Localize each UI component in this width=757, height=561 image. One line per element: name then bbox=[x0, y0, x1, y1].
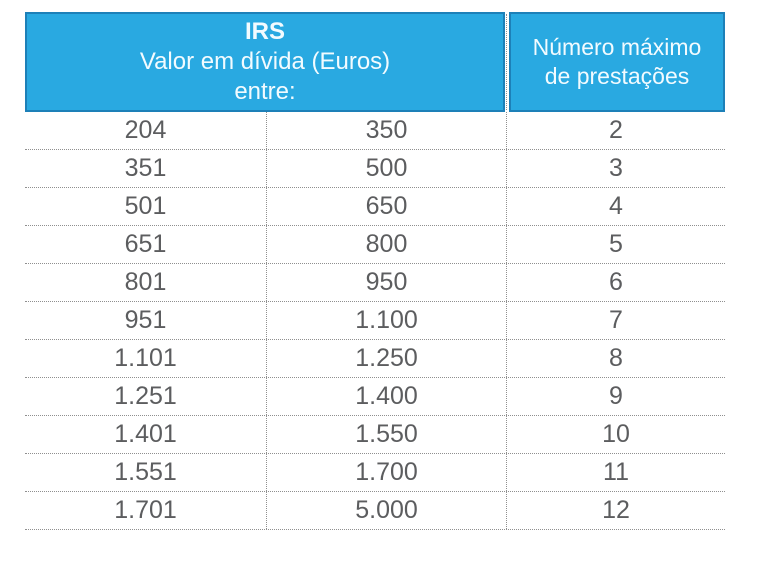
installments-cell: 9 bbox=[609, 382, 623, 410]
debt-to-cell: 500 bbox=[267, 150, 507, 187]
debt-from-cell: 204 bbox=[25, 112, 267, 149]
installments-cell: 6 bbox=[609, 268, 623, 296]
header-right-line2: de prestações bbox=[544, 63, 690, 89]
debt-to-cell: 1.250 bbox=[267, 340, 507, 377]
table-row: 1.551 1.700 11 bbox=[25, 454, 725, 492]
debt-to-cell: 1.700 bbox=[267, 454, 507, 491]
header-divider bbox=[505, 12, 509, 112]
debt-to-cell: 350 bbox=[267, 112, 507, 149]
header-range-label: entre: bbox=[234, 78, 296, 105]
installments-cell: 7 bbox=[609, 306, 623, 334]
header-subtitle: Valor em dívida (Euros) bbox=[139, 48, 391, 75]
debt-from-cell: 951 bbox=[25, 302, 267, 339]
debt-to-cell: 1.100 bbox=[267, 302, 507, 339]
debt-from-cell: 1.701 bbox=[25, 492, 267, 529]
debt-to-cell: 650 bbox=[267, 188, 507, 225]
installments-cell: 8 bbox=[609, 344, 623, 372]
table-row: 1.701 5.000 12 bbox=[25, 492, 725, 530]
installments-cell: 12 bbox=[602, 496, 630, 524]
installments-cell: 10 bbox=[602, 420, 630, 448]
debt-to-cell: 5.000 bbox=[267, 492, 507, 529]
irs-installments-table: IRS Valor em dívida (Euros) entre: Númer… bbox=[25, 12, 725, 530]
debt-from-cell: 1.251 bbox=[25, 378, 267, 415]
installments-cell: 2 bbox=[609, 116, 623, 144]
table-row: 651 800 5 bbox=[25, 226, 725, 264]
table-row: 501 650 4 bbox=[25, 188, 725, 226]
debt-from-cell: 1.401 bbox=[25, 416, 267, 453]
installments-cell: 4 bbox=[609, 192, 623, 220]
header-right-line1: Número máximo bbox=[532, 34, 702, 60]
header-debt-range-cell: IRS Valor em dívida (Euros) entre: bbox=[25, 12, 505, 112]
debt-from-cell: 801 bbox=[25, 264, 267, 301]
debt-from-cell: 1.551 bbox=[25, 454, 267, 491]
table-row: 801 950 6 bbox=[25, 264, 725, 302]
header-max-installments-cell: Número máximo de prestações bbox=[509, 12, 725, 112]
table-header: IRS Valor em dívida (Euros) entre: Númer… bbox=[25, 12, 725, 112]
installments-cell: 5 bbox=[609, 230, 623, 258]
debt-from-cell: 501 bbox=[25, 188, 267, 225]
table-row: 204 350 2 bbox=[25, 112, 725, 150]
header-title: IRS bbox=[244, 18, 285, 45]
debt-to-cell: 950 bbox=[267, 264, 507, 301]
table-body: 204 350 2 351 500 3 501 650 4 651 800 5 801 950 6 951 1.… bbox=[25, 112, 725, 530]
debt-from-cell: 351 bbox=[25, 150, 267, 187]
debt-from-cell: 651 bbox=[25, 226, 267, 263]
table-row: 951 1.100 7 bbox=[25, 302, 725, 340]
table-row: 1.401 1.550 10 bbox=[25, 416, 725, 454]
table-row: 1.251 1.400 9 bbox=[25, 378, 725, 416]
debt-from-cell: 1.101 bbox=[25, 340, 267, 377]
debt-to-cell: 800 bbox=[267, 226, 507, 263]
table-row: 351 500 3 bbox=[25, 150, 725, 188]
debt-to-cell: 1.550 bbox=[267, 416, 507, 453]
debt-to-cell: 1.400 bbox=[267, 378, 507, 415]
installments-cell: 11 bbox=[603, 458, 629, 486]
installments-cell: 3 bbox=[609, 154, 623, 182]
table-row: 1.101 1.250 8 bbox=[25, 340, 725, 378]
